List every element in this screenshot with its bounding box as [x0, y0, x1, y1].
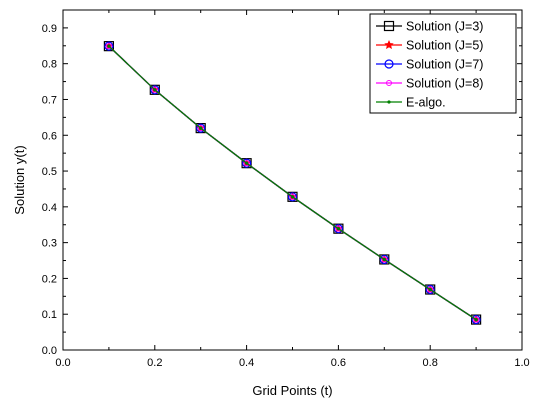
data-point [381, 256, 388, 263]
data-point [105, 43, 112, 50]
legend: Solution (J=3) Solution (J=5) Solution (J=… [369, 13, 517, 114]
data-point [290, 195, 295, 199]
y-tick-label: 0.2 [42, 273, 57, 285]
x-tick-label: 0.8 [423, 357, 438, 369]
data-point [150, 85, 160, 95]
data-point [425, 284, 435, 295]
data-point [333, 224, 343, 234]
x-tick-label: 1.0 [514, 357, 529, 369]
y-tick-label: 0.3 [42, 238, 57, 250]
legend-item: Solution (J=8) [376, 77, 483, 91]
data-point [473, 316, 480, 323]
data-point [196, 123, 206, 133]
data-point [336, 227, 340, 231]
y-tick-label: 0.9 [42, 23, 57, 35]
data-point [382, 257, 386, 262]
data-point [427, 286, 434, 293]
data-point [428, 287, 432, 292]
x-axis-title: Grid Points (t) [252, 383, 332, 398]
y-axis-title: Solution y(t) [12, 145, 27, 214]
legend-marker [387, 100, 391, 104]
y-tick-label: 0.6 [42, 130, 57, 142]
legend-marker [386, 80, 392, 86]
legend-item: E-algo. [376, 96, 446, 110]
y-tick-label: 0.4 [42, 202, 57, 214]
series-4 [107, 44, 478, 322]
legend-item: Solution (J=7) [376, 58, 483, 72]
y-tick-label: 0.1 [42, 309, 57, 321]
data-point [242, 158, 252, 168]
legend-label: Solution (J=7) [406, 58, 483, 72]
data-point [151, 86, 158, 93]
data-point [289, 193, 296, 200]
y-tick-label: 0.5 [42, 166, 57, 178]
data-point [471, 314, 481, 325]
legend-item: Solution (J=3) [376, 20, 483, 34]
data-point [197, 125, 204, 132]
data-point [287, 192, 298, 202]
series-layer [103, 40, 482, 325]
data-point [379, 254, 389, 265]
legend-label: E-algo. [406, 96, 446, 110]
legend-marker [384, 39, 394, 50]
x-tick-label: 0.6 [331, 357, 346, 369]
data-point [104, 41, 114, 51]
legend-item: Solution (J=5) [376, 39, 483, 53]
axes-layer: 0.0 0.2 0.4 0.6 0.8 1.0 0.0 0.1 0.2 0.3 0.4 0.5 0.6 0… [42, 9, 530, 369]
x-tick-label: 0.2 [147, 357, 162, 369]
data-point [243, 160, 250, 167]
y-tick-label: 0.0 [42, 345, 57, 357]
data-point [335, 225, 342, 232]
x-tick-label: 0.4 [239, 357, 254, 369]
y-tick-label: 0.8 [42, 59, 57, 71]
data-point [474, 317, 478, 322]
legend-label: Solution (J=3) [406, 20, 483, 34]
x-tick-label: 0.0 [55, 357, 70, 369]
legend-label: Solution (J=5) [406, 39, 483, 53]
y-tick-label: 0.7 [42, 94, 57, 106]
legend-marker [383, 20, 395, 32]
legend-label: Solution (J=8) [406, 77, 483, 91]
data-point [199, 126, 203, 130]
legend-marker [384, 59, 394, 69]
data-point [153, 88, 157, 92]
data-point [107, 44, 111, 48]
data-point [245, 161, 249, 165]
